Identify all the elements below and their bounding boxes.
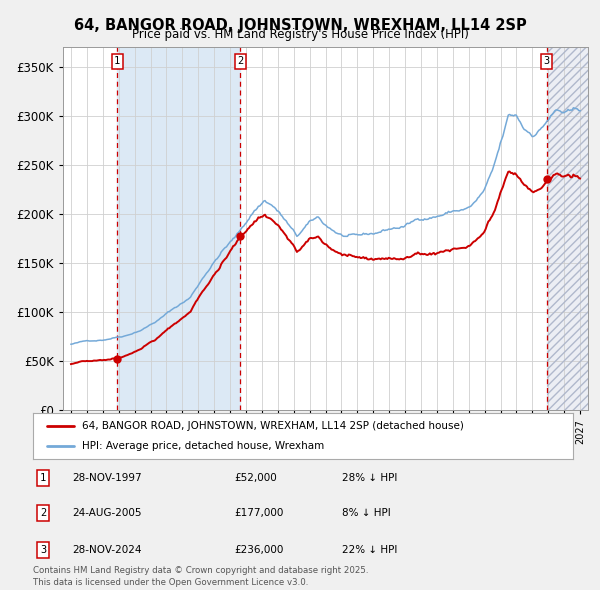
Text: 3: 3 <box>544 56 550 66</box>
Text: 3: 3 <box>40 545 46 555</box>
Text: 64, BANGOR ROAD, JOHNSTOWN, WREXHAM, LL14 2SP (detached house): 64, BANGOR ROAD, JOHNSTOWN, WREXHAM, LL1… <box>82 421 463 431</box>
Text: £52,000: £52,000 <box>234 473 277 483</box>
Text: £236,000: £236,000 <box>234 545 283 555</box>
Text: 8% ↓ HPI: 8% ↓ HPI <box>342 509 391 518</box>
Text: HPI: Average price, detached house, Wrexham: HPI: Average price, detached house, Wrex… <box>82 441 324 451</box>
Text: 1: 1 <box>114 56 121 66</box>
Bar <box>547 47 588 410</box>
Text: £177,000: £177,000 <box>234 509 283 518</box>
Text: 24-AUG-2005: 24-AUG-2005 <box>72 509 142 518</box>
Text: 2: 2 <box>237 56 244 66</box>
Text: 28-NOV-2024: 28-NOV-2024 <box>72 545 142 555</box>
Text: Price paid vs. HM Land Registry's House Price Index (HPI): Price paid vs. HM Land Registry's House … <box>131 28 469 41</box>
Bar <box>117 47 241 410</box>
Text: 22% ↓ HPI: 22% ↓ HPI <box>342 545 397 555</box>
Text: 2: 2 <box>40 509 46 518</box>
Text: 28-NOV-1997: 28-NOV-1997 <box>72 473 142 483</box>
Text: 28% ↓ HPI: 28% ↓ HPI <box>342 473 397 483</box>
Text: 64, BANGOR ROAD, JOHNSTOWN, WREXHAM, LL14 2SP: 64, BANGOR ROAD, JOHNSTOWN, WREXHAM, LL1… <box>74 18 526 32</box>
Bar <box>547 47 588 410</box>
Text: Contains HM Land Registry data © Crown copyright and database right 2025.
This d: Contains HM Land Registry data © Crown c… <box>33 566 368 587</box>
Text: 1: 1 <box>40 473 46 483</box>
